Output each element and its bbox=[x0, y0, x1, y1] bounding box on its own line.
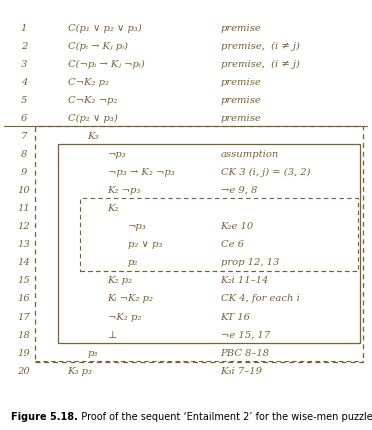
Text: CK 4, for each i: CK 4, for each i bbox=[221, 294, 299, 303]
Text: 9: 9 bbox=[20, 168, 27, 177]
Text: K₂: K₂ bbox=[108, 204, 119, 213]
Text: K₃: K₃ bbox=[87, 132, 99, 141]
Text: 11: 11 bbox=[17, 204, 30, 213]
Text: 12: 12 bbox=[17, 222, 30, 231]
Text: K₃ p₃: K₃ p₃ bbox=[67, 366, 93, 375]
Text: C(p₁ ∨ p₂ ∨ p₃): C(p₁ ∨ p₂ ∨ p₃) bbox=[67, 24, 141, 33]
Text: p₂: p₂ bbox=[128, 258, 138, 267]
Text: p₃: p₃ bbox=[87, 348, 98, 357]
Text: 6: 6 bbox=[20, 114, 27, 123]
Text: PBC 8–18: PBC 8–18 bbox=[221, 348, 270, 357]
Text: 14: 14 bbox=[17, 258, 30, 267]
Text: 10: 10 bbox=[17, 186, 30, 195]
Text: 16: 16 bbox=[17, 294, 30, 303]
Text: premise,  (i ≠ j): premise, (i ≠ j) bbox=[221, 42, 299, 51]
Text: 13: 13 bbox=[17, 240, 30, 249]
Text: premise: premise bbox=[221, 95, 262, 104]
Text: 8: 8 bbox=[20, 150, 27, 159]
Bar bbox=[58, 145, 360, 344]
Text: K₂i 11–14: K₂i 11–14 bbox=[221, 276, 269, 285]
Text: C¬K₂ p₂: C¬K₂ p₂ bbox=[67, 77, 109, 86]
Text: Figure 5.18.: Figure 5.18. bbox=[11, 412, 78, 421]
Text: premise: premise bbox=[221, 77, 262, 86]
Text: Ce 6: Ce 6 bbox=[221, 240, 244, 249]
Bar bbox=[80, 199, 358, 272]
Text: 7: 7 bbox=[20, 132, 27, 141]
Text: C¬K₂ ¬p₂: C¬K₂ ¬p₂ bbox=[67, 95, 117, 104]
Text: ¬e 15, 17: ¬e 15, 17 bbox=[221, 330, 270, 339]
Text: ¬K₂ p₂: ¬K₂ p₂ bbox=[108, 312, 141, 321]
Text: 17: 17 bbox=[17, 312, 30, 321]
Text: 15: 15 bbox=[17, 276, 30, 285]
Text: C(pᵢ → Kⱼ pᵢ): C(pᵢ → Kⱼ pᵢ) bbox=[67, 42, 128, 51]
Text: Kᵢ ¬K₂ p₂: Kᵢ ¬K₂ p₂ bbox=[108, 294, 154, 303]
Text: C(¬pᵢ → Kⱼ ¬pᵢ): C(¬pᵢ → Kⱼ ¬pᵢ) bbox=[67, 59, 144, 69]
Text: premise: premise bbox=[221, 114, 262, 123]
Text: C(p₂ ∨ p₃): C(p₂ ∨ p₃) bbox=[67, 114, 117, 123]
Text: CK 3 (i, j) = (3, 2): CK 3 (i, j) = (3, 2) bbox=[221, 168, 310, 177]
Text: ⊥: ⊥ bbox=[108, 330, 117, 339]
Text: assumption: assumption bbox=[221, 150, 279, 159]
Text: 5: 5 bbox=[20, 95, 27, 104]
Text: ¬p₃: ¬p₃ bbox=[108, 150, 126, 159]
Text: premise,  (i ≠ j): premise, (i ≠ j) bbox=[221, 59, 299, 69]
Text: K₃i 7–19: K₃i 7–19 bbox=[221, 366, 263, 375]
Bar bbox=[35, 127, 363, 362]
Text: prop 12, 13: prop 12, 13 bbox=[221, 258, 279, 267]
Text: premise: premise bbox=[221, 24, 262, 33]
Text: K₂ ¬p₃: K₂ ¬p₃ bbox=[108, 186, 141, 195]
Text: 19: 19 bbox=[17, 348, 30, 357]
Text: 20: 20 bbox=[17, 366, 30, 375]
Text: 2: 2 bbox=[20, 42, 27, 51]
Text: ¬p₃ → K₂ ¬p₃: ¬p₃ → K₂ ¬p₃ bbox=[108, 168, 174, 177]
Text: p₂ ∨ p₃: p₂ ∨ p₃ bbox=[128, 240, 162, 249]
Text: 4: 4 bbox=[20, 77, 27, 86]
Text: 3: 3 bbox=[20, 60, 27, 68]
Text: 18: 18 bbox=[17, 330, 30, 339]
Text: K₂e 10: K₂e 10 bbox=[221, 222, 254, 231]
Text: KT 16: KT 16 bbox=[221, 312, 251, 321]
Text: →e 9, 8: →e 9, 8 bbox=[221, 186, 257, 195]
Text: 1: 1 bbox=[20, 24, 27, 33]
Text: ¬p₃: ¬p₃ bbox=[128, 222, 147, 231]
Text: Proof of the sequent ‘Entailment 2’ for the wise-men puzzle.: Proof of the sequent ‘Entailment 2’ for … bbox=[75, 412, 372, 421]
Text: K₂ p₂: K₂ p₂ bbox=[108, 276, 133, 285]
